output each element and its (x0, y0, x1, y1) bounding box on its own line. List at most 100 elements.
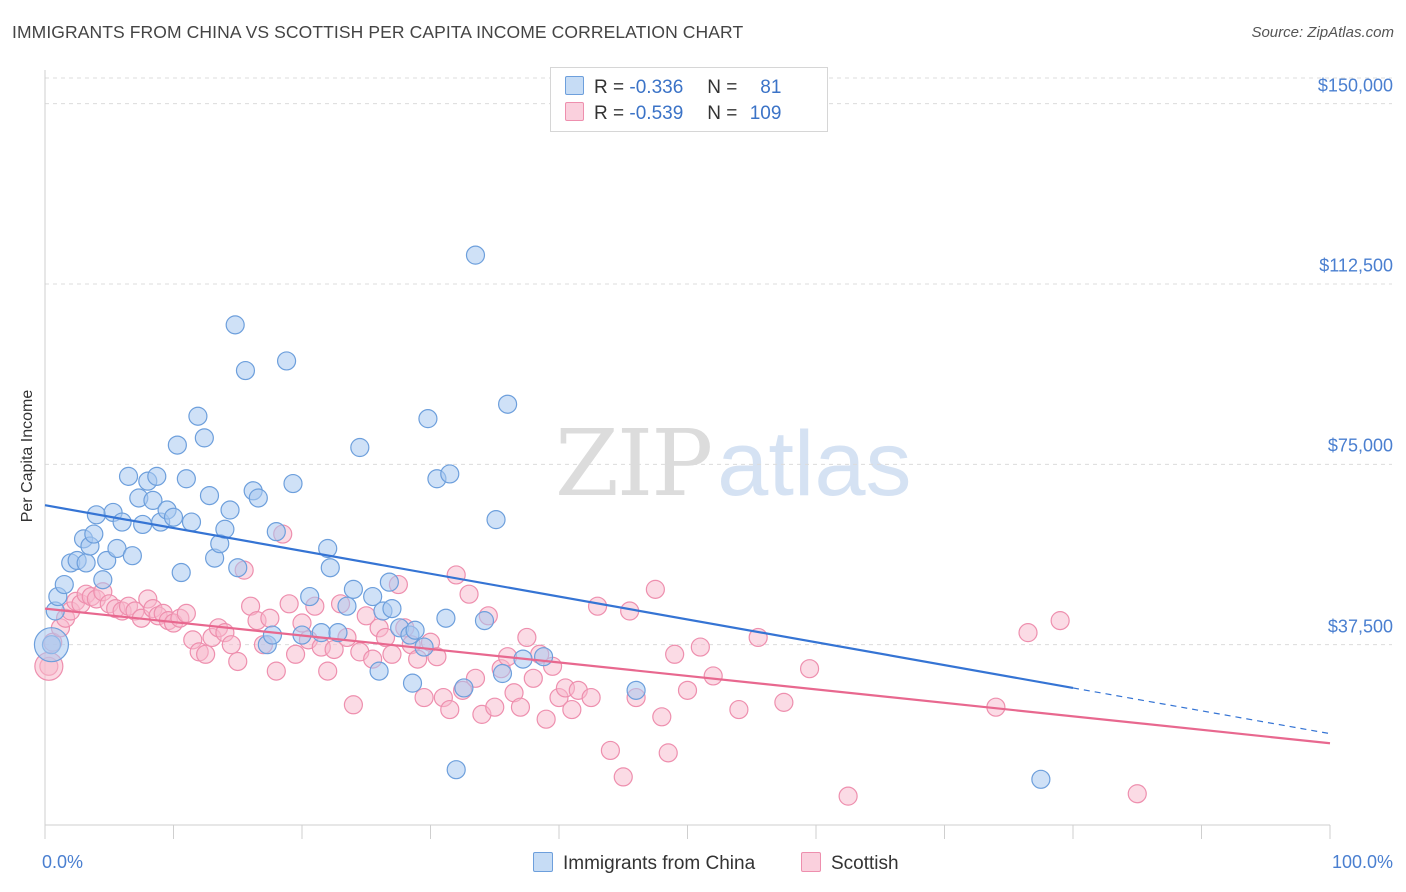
legend-label-china: Immigrants from China (563, 853, 756, 874)
china-point (181, 512, 202, 532)
china-point (320, 558, 340, 578)
china-points (33, 245, 1051, 789)
scottish-point (703, 666, 723, 686)
china-point (337, 596, 357, 616)
china-point (533, 647, 554, 667)
china-point (626, 680, 646, 700)
china-point (369, 661, 389, 681)
china-swatch (533, 852, 553, 872)
n-label: N = (707, 103, 738, 124)
china-point (465, 245, 486, 265)
scottish-point (1050, 611, 1070, 631)
china-point (454, 678, 474, 698)
china-point (176, 469, 196, 489)
scottish-point (375, 627, 396, 648)
scottish-point (690, 637, 710, 657)
china-point (248, 488, 268, 508)
scottish-point (665, 644, 685, 664)
china-point (54, 574, 74, 595)
china-point (379, 572, 399, 592)
china-point (1031, 769, 1051, 789)
china-point (76, 553, 96, 573)
china-point (498, 394, 518, 414)
x-tick-label-max: 100.0% (1331, 852, 1393, 872)
scottish-point (279, 594, 299, 614)
china-point (235, 360, 256, 381)
scottish-point (838, 786, 858, 806)
china-point-cluster (33, 627, 70, 663)
n-value: 109 (749, 103, 782, 124)
china-point (107, 538, 127, 559)
scottish-point (485, 697, 505, 717)
r-value: -0.539 (629, 103, 684, 124)
legend-item-scottish: Scottish (801, 852, 899, 875)
china-point (194, 428, 214, 448)
scottish-point (517, 627, 537, 648)
scottish-point (382, 644, 402, 664)
china-point (84, 524, 104, 544)
china-point (328, 623, 348, 643)
china-point (363, 586, 383, 607)
china-point (262, 625, 283, 645)
watermark-zip: ZIP (555, 410, 713, 517)
r-value: -0.336 (629, 77, 684, 98)
scottish-swatch (801, 852, 821, 872)
china-point (220, 500, 240, 520)
scottish-point (228, 651, 248, 672)
axes (44, 70, 1331, 839)
china-point (474, 611, 495, 631)
legend-row-scottish: R = -0.539 N = 109 (565, 102, 781, 124)
scottish-point (799, 659, 820, 679)
china-point (266, 522, 286, 542)
scottish-point (318, 661, 338, 681)
legend-row-china: R = -0.336 N = 81 (565, 76, 781, 98)
chart-source: Source: ZipAtlas.com (1251, 24, 1394, 41)
china-point (382, 598, 402, 619)
china-point (199, 485, 220, 506)
scottish-point (774, 692, 794, 712)
china-point (440, 464, 460, 484)
scottish-point (440, 699, 460, 720)
scottish-point (446, 565, 466, 585)
china-point (171, 562, 191, 583)
y-tick-label: $37,500 (1327, 616, 1393, 637)
china-point (402, 673, 423, 693)
china-point (418, 409, 438, 429)
china-trend-line (44, 504, 1074, 690)
scottish-point (677, 680, 698, 700)
china-point (225, 315, 245, 335)
china-point (122, 546, 142, 566)
china-point (228, 558, 248, 578)
scottish-point (729, 699, 749, 720)
china-point (112, 512, 132, 532)
china-point (486, 510, 506, 530)
china-point (143, 490, 163, 510)
scottish-trend-line (44, 607, 1331, 745)
scottish-point (266, 661, 286, 681)
chart-title: IMMIGRANTS FROM CHINA VS SCOTTISH PER CA… (12, 22, 744, 42)
china-point (147, 466, 167, 486)
scottish-point (600, 740, 621, 761)
scottish-point (260, 608, 280, 628)
china-point (167, 435, 187, 455)
scottish-point (1018, 623, 1038, 643)
scottish-point (285, 644, 306, 664)
stats-legend: R = -0.336 N = 81 R = -0.539 N = 109 (550, 67, 828, 132)
china-point (405, 620, 425, 640)
china-point (350, 437, 370, 458)
scottish-point (645, 579, 665, 599)
r-label: R = (594, 77, 625, 98)
scottish-point (523, 668, 543, 688)
scottish-point (414, 687, 434, 708)
scottish-point (562, 699, 582, 720)
china-point (300, 586, 320, 607)
china-point (283, 473, 303, 494)
scottish-point (221, 635, 241, 655)
scottish-point (510, 697, 531, 717)
n-value: 81 (760, 77, 782, 98)
scottish-point (176, 603, 196, 624)
scottish-point (658, 743, 678, 763)
series-legend: Immigrants from China Scottish (0, 852, 1406, 878)
legend-label-scottish: Scottish (831, 853, 899, 874)
y-tick-label: $75,000 (1327, 435, 1393, 456)
